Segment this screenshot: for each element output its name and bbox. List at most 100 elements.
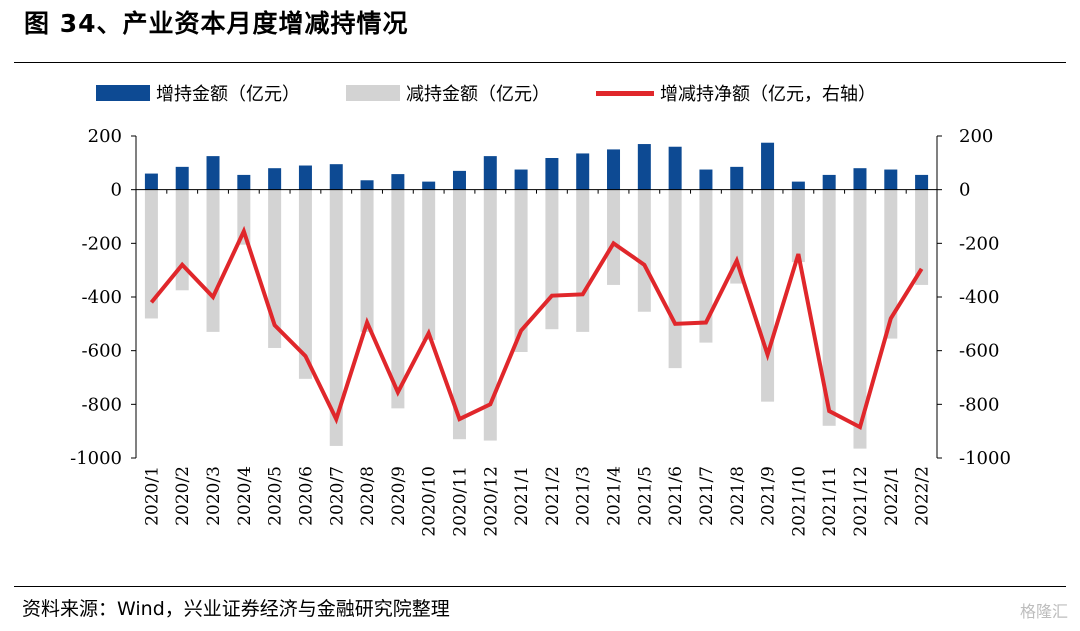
legend-label-increase: 增持金额（亿元） [156,84,300,105]
x-tick-label: 2020/11 [450,466,470,537]
y-tick-label-right: -200 [959,233,999,254]
legend-item-increase: 增持金额（亿元） [96,80,300,106]
bar-increase [514,169,528,190]
bar-decrease [576,189,590,332]
bar-decrease [699,189,713,343]
bar-increase [730,166,744,190]
y-tick-label-right: -400 [959,287,999,308]
bar-increase [761,142,775,190]
x-tick-label: 2021/12 [851,466,871,537]
bar-increase [237,174,251,190]
y-tick-label-right: 0 [959,180,970,201]
bar-decrease [206,189,220,332]
y-tick-label-right: -800 [959,394,999,415]
bar-increase [175,166,189,190]
x-tick-label: 2020/4 [235,466,255,526]
bar-decrease [391,189,405,409]
bar-increase [791,181,805,190]
bar-increase [298,165,312,190]
bar-increase [576,153,590,190]
source-note: 资料来源：Wind，兴业证券经济与金融研究院整理 [22,598,450,620]
legend-swatch-decrease [346,85,400,101]
x-tick-label: 2020/12 [481,466,501,537]
bar-decrease [268,189,282,348]
bar-decrease [668,189,682,369]
bar-decrease [422,189,436,340]
net-line [149,225,924,431]
x-tick-label: 2021/6 [666,466,686,526]
x-tick-label: 2020/3 [204,466,224,526]
x-tick-label: 2020/10 [420,466,440,537]
bar-increase [360,180,374,190]
legend-label-decrease: 减持金额（亿元） [406,84,550,105]
x-tick-label: 2020/7 [327,466,347,526]
bar-decrease [298,189,312,379]
bottom-rule [14,586,1066,587]
bar-increase [637,144,651,190]
x-tick-label: 2021/3 [574,466,594,526]
bar-increase [822,174,836,190]
x-tick-label: 2021/8 [728,466,748,526]
bar-increase [884,169,898,190]
bar-increase [915,174,929,190]
bar-decrease [360,189,374,332]
bar-increase [329,164,343,190]
bar-increase [699,169,713,190]
y-tick-label-left: -1000 [70,448,122,469]
x-tick-label: 2020/1 [142,466,162,526]
legend-item-decrease: 减持金额（亿元） [346,80,550,106]
bar-decrease [514,189,528,353]
x-tick-label: 2020/9 [389,466,409,526]
bar-decrease [637,189,651,312]
bar-increase [853,168,867,190]
y-tick-label-right: 200 [959,126,993,147]
y-tick-label-left: -800 [82,394,122,415]
bar-decrease [730,189,744,284]
y-tick-label-left: 200 [88,126,122,147]
bar-increase [422,181,436,190]
top-rule [14,62,1066,63]
legend-swatch-increase [96,85,150,101]
y-tick-label-left: 0 [111,180,122,201]
bar-decrease [822,189,836,426]
y-tick-label-right: -1000 [959,448,1011,469]
x-tick-label: 2021/2 [543,466,563,526]
bar-increase [144,173,158,190]
x-tick-label: 2020/5 [266,466,286,526]
bar-decrease [761,189,775,402]
bar-decrease [237,189,251,245]
bar-increase [607,149,621,190]
bar-increase [268,168,282,190]
x-tick-label: 2021/5 [635,466,655,526]
chart-title: 图 34、产业资本月度增减持情况 [24,9,409,38]
y-tick-label-right: -600 [959,341,999,362]
bar-decrease [144,189,158,319]
bar-decrease [884,189,898,339]
legend: 增持金额（亿元） 减持金额（亿元） 增减持净额（亿元，右轴） [96,80,922,106]
bar-decrease [452,189,466,440]
bar-increase [483,156,497,190]
x-tick-label: 2020/6 [296,466,316,526]
bar-decrease [853,189,867,449]
x-tick-label: 2021/11 [820,466,840,537]
bar-decrease [791,189,805,263]
bar-decrease [545,189,559,330]
bar-increase [391,174,405,190]
bar-decrease [483,189,497,441]
legend-item-net: 增减持净额（亿元，右轴） [596,80,876,106]
x-tick-label: 2022/2 [913,466,933,526]
y-tick-label-left: -600 [82,341,122,362]
x-tick-label: 2021/10 [789,466,809,537]
legend-label-net: 增减持净额（亿元，右轴） [660,84,876,105]
x-tick-label: 2021/4 [605,466,625,526]
legend-swatch-net [596,90,654,96]
x-tick-label: 2021/1 [512,466,532,526]
bar-decrease [175,189,189,291]
y-tick-label-left: -400 [82,287,122,308]
y-tick-label-left: -200 [82,233,122,254]
x-tick-label: 2022/1 [882,466,902,526]
chart-plot: 200 200 0 0 -200 -200 -400 -400 -600 -600 -800 -800… [70,126,1011,537]
x-tick-label: 2021/9 [759,466,779,526]
bar-increase [545,158,559,190]
watermark-logo: 格隆汇 [1019,602,1068,621]
